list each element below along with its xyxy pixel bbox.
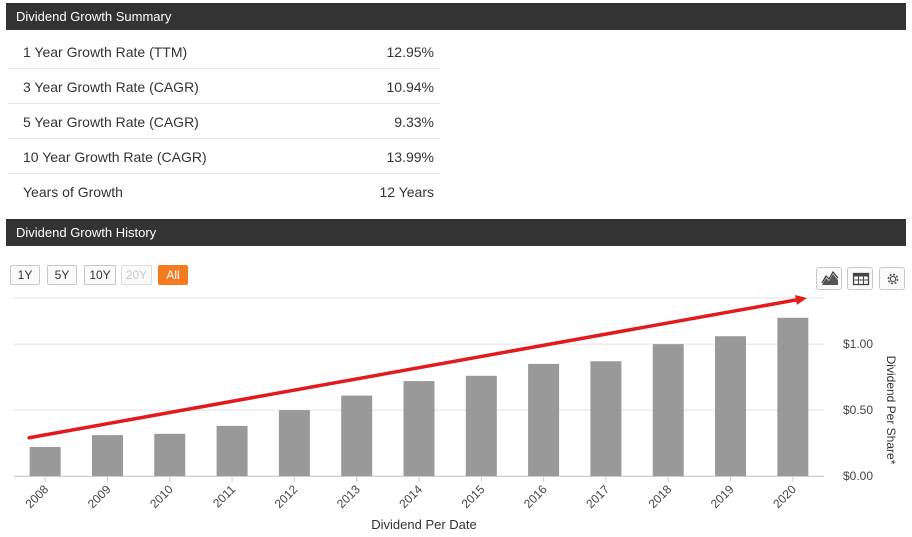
x-tick-label: 2008 bbox=[22, 482, 51, 511]
bar-2012[interactable] bbox=[278, 410, 310, 476]
summary-row: 10 Year Growth Rate (CAGR) 13.99% bbox=[8, 139, 440, 174]
dividend-chart: 2008 2009 2010 2011 2012 2013 2014 2015 2016 2017… bbox=[14, 295, 898, 532]
bar-2013[interactable] bbox=[341, 395, 373, 476]
y-tick-label: $1.00 bbox=[843, 337, 873, 351]
summary-label: 10 Year Growth Rate (CAGR) bbox=[23, 149, 207, 165]
table-view-button[interactable] bbox=[847, 267, 873, 290]
summary-label: 1 Year Growth Rate (TTM) bbox=[23, 44, 188, 60]
settings-button[interactable] bbox=[879, 267, 905, 290]
summary-value: 9.33% bbox=[394, 114, 434, 130]
summary-row: 3 Year Growth Rate (CAGR) 10.94% bbox=[8, 69, 440, 104]
y-tick-label: $0.00 bbox=[843, 469, 873, 483]
x-tick-label: 2012 bbox=[272, 482, 301, 511]
history-header: Dividend Growth History bbox=[6, 219, 906, 246]
bar-2010[interactable] bbox=[154, 433, 186, 476]
table-icon bbox=[852, 272, 870, 286]
bar-2009[interactable] bbox=[91, 435, 123, 476]
summary-header: Dividend Growth Summary bbox=[6, 3, 906, 30]
bar-2016[interactable] bbox=[528, 363, 560, 476]
range-button-10y[interactable]: 10Y bbox=[84, 265, 116, 285]
range-button-1y[interactable]: 1Y bbox=[10, 265, 40, 285]
range-button-20y: 20Y bbox=[121, 265, 152, 285]
x-tick-label: 2014 bbox=[396, 482, 425, 511]
settings-icon bbox=[887, 273, 899, 285]
summary-value: 12.95% bbox=[386, 44, 434, 60]
x-tick-label: 2020 bbox=[770, 482, 799, 511]
summary-row: 1 Year Growth Rate (TTM) 12.95% bbox=[8, 34, 440, 69]
bar-2011[interactable] bbox=[216, 425, 248, 476]
bar-2018[interactable] bbox=[652, 344, 684, 476]
y-axis-title: Dividend Per Share* bbox=[884, 356, 898, 465]
range-button-5y[interactable]: 5Y bbox=[47, 265, 77, 285]
summary-value: 13.99% bbox=[386, 149, 434, 165]
bar-2014[interactable] bbox=[403, 381, 435, 476]
x-tick-label: 2010 bbox=[147, 482, 176, 511]
bar-2019[interactable] bbox=[715, 336, 747, 476]
bar-2020[interactable] bbox=[777, 317, 809, 476]
summary-label: 5 Year Growth Rate (CAGR) bbox=[23, 114, 199, 130]
x-axis-title: Dividend Per Date bbox=[371, 517, 477, 532]
x-tick-label: 2015 bbox=[459, 482, 488, 511]
y-tick-label: $0.50 bbox=[843, 403, 873, 417]
range-button-all[interactable]: All bbox=[158, 265, 188, 285]
summary-label: Years of Growth bbox=[23, 184, 123, 200]
x-tick-label: 2019 bbox=[708, 482, 737, 511]
summary-label: 3 Year Growth Rate (CAGR) bbox=[23, 79, 199, 95]
x-tick-label: 2016 bbox=[521, 482, 550, 511]
trend-arrow-line bbox=[27, 298, 798, 440]
bar-2008[interactable] bbox=[29, 446, 61, 476]
summary-table: 1 Year Growth Rate (TTM) 12.95% 3 Year G… bbox=[8, 34, 440, 209]
x-tick-label: 2017 bbox=[583, 482, 612, 511]
bar-2015[interactable] bbox=[465, 375, 497, 476]
chart-type-icon bbox=[821, 271, 839, 285]
summary-row: Years of Growth 12 Years bbox=[8, 174, 440, 209]
summary-row: 5 Year Growth Rate (CAGR) 9.33% bbox=[8, 104, 440, 139]
x-tick-label: 2011 bbox=[210, 482, 238, 510]
trend-arrow-head bbox=[795, 295, 807, 305]
summary-value: 10.94% bbox=[386, 79, 434, 95]
summary-value: 12 Years bbox=[379, 184, 435, 200]
x-tick-label: 2018 bbox=[646, 482, 675, 511]
chart-type-button[interactable] bbox=[816, 267, 842, 290]
x-tick-label: 2009 bbox=[85, 482, 114, 511]
bar-2017[interactable] bbox=[590, 361, 622, 476]
x-tick-label: 2013 bbox=[334, 482, 363, 511]
